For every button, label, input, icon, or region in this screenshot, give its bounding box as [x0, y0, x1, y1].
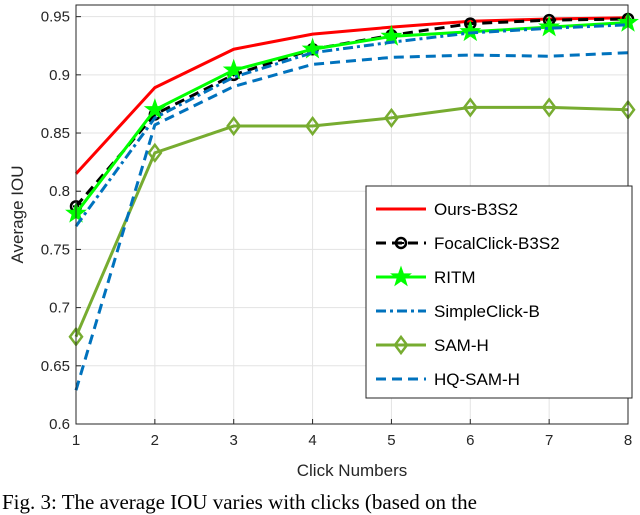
legend-box: [365, 185, 633, 399]
y-tick-label: 0.65: [41, 358, 70, 375]
y-axis-label: Average IOU: [8, 166, 27, 264]
series-sam-h: [68, 97, 636, 347]
data-point: [226, 115, 242, 137]
legend-marker: [390, 265, 412, 287]
data-point: [383, 107, 399, 128]
data-point: [147, 142, 163, 163]
x-tick-label: 7: [545, 432, 553, 449]
data-point: [301, 37, 324, 59]
legend-item: HQ-SAM-H: [376, 370, 520, 389]
circle-marker-ring: [394, 236, 408, 250]
legend-label: SimpleClick-B: [434, 302, 540, 321]
data-point: [541, 97, 557, 118]
series-line: [74, 17, 629, 208]
y-tick-label: 0.85: [41, 125, 70, 142]
x-tick-label: 3: [230, 432, 238, 449]
y-tick-label: 0.9: [49, 67, 70, 84]
y-tick-label: 0.95: [41, 9, 70, 26]
x-axis-label: Click Numbers: [297, 461, 408, 480]
legend-item: SimpleClick-B: [376, 302, 540, 321]
legend-item: RITM: [376, 265, 476, 287]
legend-label: FocalClick-B3S2: [434, 234, 560, 253]
x-tick-label: 2: [151, 432, 159, 449]
series-lines: [65, 11, 639, 391]
series-line: [74, 23, 629, 228]
figure-caption: Fig. 3: The average IOU varies with clic…: [2, 490, 477, 514]
tick-labels: 1 2 3 4 5 6 7 8 0.6 0.65 0.7 0.75 0.8 0.85 0.9 0.95: [41, 9, 632, 449]
series-line: [74, 51, 629, 391]
legend-label: HQ-SAM-H: [434, 370, 520, 389]
x-tick-label: 8: [624, 432, 632, 449]
data-point: [538, 15, 561, 37]
data-point: [143, 98, 166, 120]
x-tick-label: 4: [308, 432, 316, 449]
series-hq-sam-h: [74, 51, 629, 391]
x-tick-label: 5: [387, 432, 395, 449]
legend-label: Ours-B3S2: [434, 200, 518, 219]
y-tick-label: 0.7: [49, 300, 70, 317]
data-point: [462, 97, 478, 118]
data-point: [305, 115, 321, 137]
data-point: [459, 20, 482, 42]
series-simpleclick-b: [74, 23, 629, 228]
x-tick-label: 1: [72, 432, 80, 449]
legend: Ours-B3S2 FocalClick-B3S2 RITM SimpleClick-…: [365, 185, 633, 399]
legend-marker: [393, 334, 409, 356]
legend-marker: [394, 236, 408, 250]
data-point: [380, 24, 403, 46]
y-tick-label: 0.8: [49, 183, 70, 200]
x-tick-label: 6: [466, 432, 474, 449]
series-line: [74, 105, 629, 338]
legend-item: FocalClick-B3S2: [376, 234, 560, 253]
y-tick-label: 0.75: [41, 241, 70, 258]
legend-item: SAM-H: [376, 334, 489, 356]
y-tick-label: 0.6: [49, 416, 70, 433]
legend-label: RITM: [434, 268, 476, 287]
data-point: [222, 58, 245, 80]
legend-item: Ours-B3S2: [376, 200, 518, 219]
legend-label: SAM-H: [434, 336, 489, 355]
